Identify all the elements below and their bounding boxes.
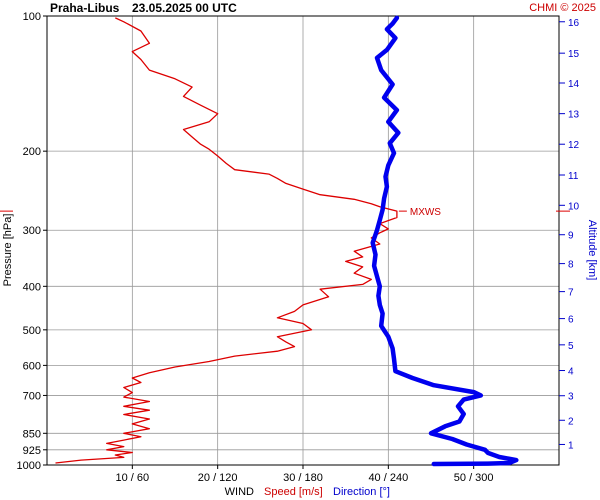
altitude-tick-label-12: 12 <box>568 140 580 151</box>
pressure-tick-label-925: 925 <box>23 445 41 457</box>
pressure-tick-label-200: 200 <box>23 146 41 158</box>
altitude-tick-label-8: 8 <box>568 260 574 271</box>
pressure-tick-label-1000: 1000 <box>17 460 41 472</box>
altitude-tick-label-2: 2 <box>568 416 574 427</box>
pressure-tick-label-700: 700 <box>23 390 41 402</box>
x-tick-label-10: 10 / 60 <box>116 472 150 484</box>
altitude-tick-label-3: 3 <box>568 392 574 403</box>
altitude-axis-label: Altitude [km] <box>586 220 598 281</box>
plot-frame <box>46 15 560 466</box>
mxws-label: MXWS <box>410 207 441 218</box>
altitude-tick-label-4: 4 <box>568 367 574 378</box>
pressure-tick-label-400: 400 <box>23 281 41 293</box>
pressure-tick-label-500: 500 <box>23 325 41 337</box>
x-tick-label-20: 20 / 120 <box>198 472 238 484</box>
x-tick-labels: 10 / 60 20 / 120 30 / 180 40 / 240 50 / 300 <box>116 472 494 484</box>
legend-speed-label: Speed [m/s] <box>264 486 323 498</box>
altitude-tick-label-14: 14 <box>568 79 580 90</box>
altitude-tick-label-16: 16 <box>568 18 580 29</box>
pressure-tick-label-850: 850 <box>23 428 41 440</box>
altitude-tick-label-10: 10 <box>568 201 580 212</box>
pressure-tick-label-300: 300 <box>23 225 41 237</box>
altitude-tick-label-5: 5 <box>568 341 574 352</box>
pressure-axis-label: Pressure [hPa] <box>2 214 14 287</box>
altitude-tick-label-11: 11 <box>568 171 579 182</box>
copyright-text: CHMI © 2025 <box>529 2 596 14</box>
speed-line <box>55 17 398 464</box>
x-tick-label-40: 40 / 240 <box>368 472 408 484</box>
altitude-tick-label-1: 1 <box>568 440 574 451</box>
chart-title-station: Praha-Libus <box>50 1 120 15</box>
x-tick-label-30: 30 / 180 <box>283 472 323 484</box>
altitude-tick-label-6: 6 <box>568 315 574 326</box>
speed-series <box>55 17 398 464</box>
axes <box>43 15 560 469</box>
pressure-tick-label-600: 600 <box>23 360 41 372</box>
legend-wind-label: WIND <box>225 486 254 498</box>
max-wind-marker: MXWS <box>0 207 570 218</box>
pressure-tick-label-100: 100 <box>23 11 41 23</box>
altitude-tick-label-15: 15 <box>568 49 580 60</box>
altitude-tick-label-9: 9 <box>568 231 574 242</box>
direction-series <box>370 15 519 467</box>
altitude-tick-label-13: 13 <box>568 110 580 121</box>
altitude-tick-label-7: 7 <box>568 288 574 299</box>
direction-line <box>370 15 519 467</box>
x-tick-label-50: 50 / 300 <box>454 472 494 484</box>
legend-direction-label: Direction [°] <box>333 486 390 498</box>
pressure-tick-labels: 100 200 300 400 500 600 700 850 925 1000 <box>17 11 41 472</box>
chart-title-datetime: 23.05.2025 00 UTC <box>132 1 237 15</box>
